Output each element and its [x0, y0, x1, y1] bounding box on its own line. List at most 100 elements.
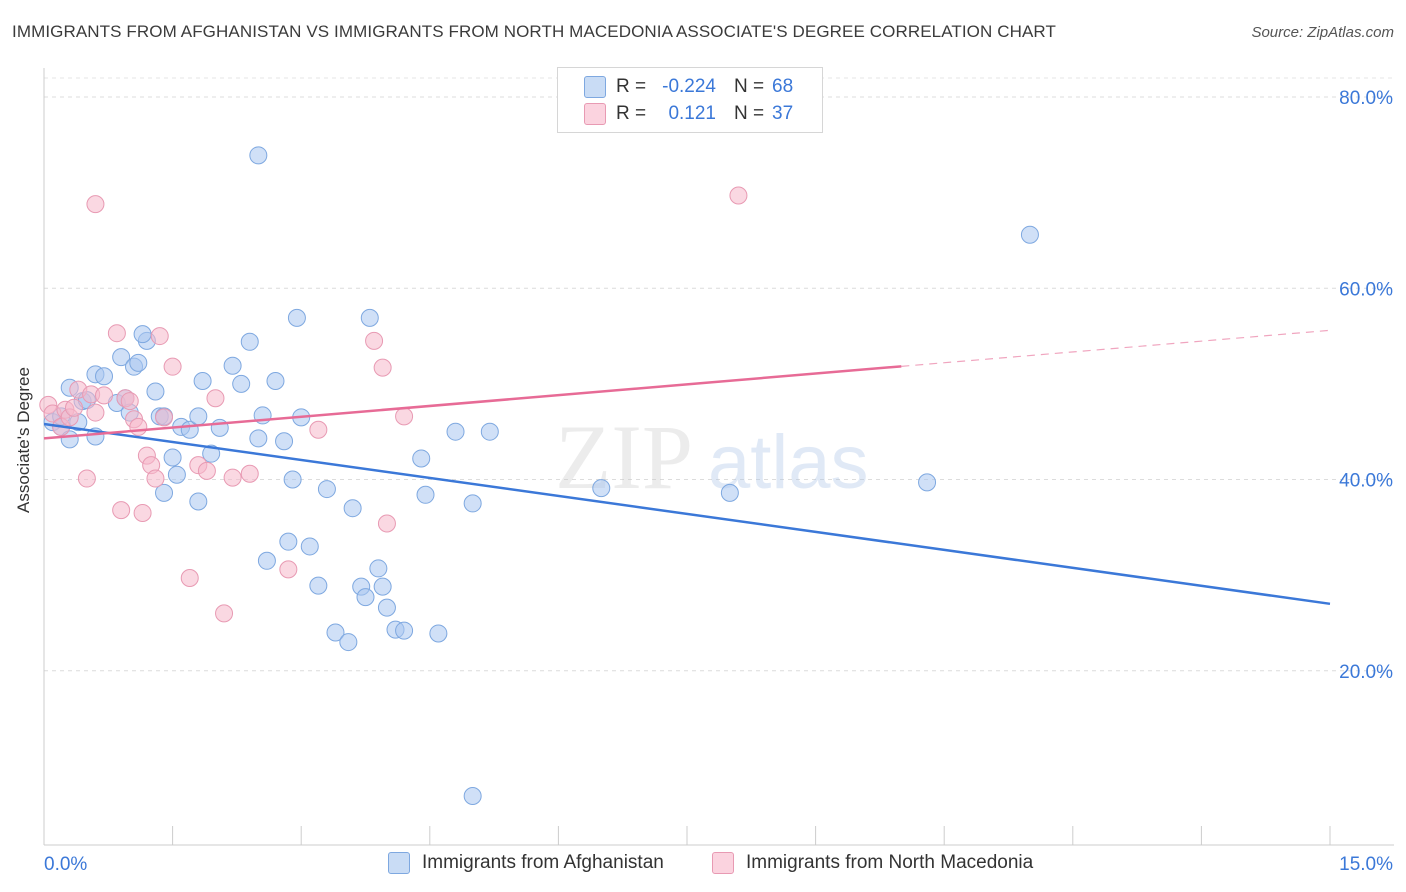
point-afghanistan	[480, 422, 499, 441]
point-afghanistan	[249, 146, 268, 165]
trend-line-north-macedonia-dashed	[901, 329, 1331, 367]
point-afghanistan	[395, 621, 414, 640]
watermark: ZIP atlas	[555, 406, 869, 508]
series-swatch-blue	[388, 852, 410, 874]
y-tick-label: 80.0%	[1339, 88, 1393, 109]
point-afghanistan	[317, 480, 336, 499]
grid-lines	[44, 77, 1394, 672]
point-north-macedonia	[120, 392, 139, 411]
point-afghanistan	[446, 422, 465, 441]
point-afghanistan	[377, 598, 396, 617]
point-afghanistan	[360, 308, 379, 327]
point-afghanistan	[257, 551, 276, 570]
point-north-macedonia	[180, 568, 199, 587]
point-afghanistan	[720, 483, 739, 502]
point-afghanistan	[202, 444, 221, 463]
point-north-macedonia	[163, 357, 182, 376]
point-afghanistan	[167, 465, 186, 484]
point-afghanistan	[416, 485, 435, 504]
legend-swatch-blue	[584, 76, 606, 98]
point-north-macedonia	[77, 469, 96, 488]
point-afghanistan	[463, 787, 482, 806]
point-afghanistan	[369, 559, 388, 578]
point-north-macedonia	[215, 604, 234, 623]
point-north-macedonia	[240, 464, 259, 483]
y-tick-label: 20.0%	[1339, 662, 1393, 683]
point-north-macedonia	[365, 331, 384, 350]
point-afghanistan	[918, 473, 937, 492]
point-north-macedonia	[107, 324, 126, 343]
point-north-macedonia	[206, 389, 225, 408]
trend-lines	[43, 329, 1331, 606]
legend-row-north-macedonia: R = 0.121 N = 37	[558, 102, 822, 126]
point-afghanistan	[275, 432, 294, 451]
point-north-macedonia	[86, 195, 105, 214]
point-afghanistan	[343, 499, 362, 518]
y-axis-label-wrap: Associate's Degree	[14, 367, 34, 513]
legend-n-label: N =	[734, 103, 765, 124]
point-afghanistan	[1020, 225, 1039, 244]
tick-labels: 20.0% 40.0% 60.0% 80.0% 0.0% 15.0%	[44, 88, 1393, 875]
point-afghanistan	[373, 577, 392, 596]
point-afghanistan	[232, 374, 251, 393]
correlation-legend: R = -0.224 N = 68 R = 0.121 N = 37	[557, 67, 823, 133]
point-afghanistan	[266, 372, 285, 391]
point-north-macedonia	[309, 420, 328, 439]
y-tick-label: 60.0%	[1339, 279, 1393, 300]
chart-title: IMMIGRANTS FROM AFGHANISTAN VS IMMIGRANT…	[12, 22, 1056, 41]
point-afghanistan	[193, 372, 212, 391]
point-north-macedonia	[95, 386, 114, 405]
legend-r-value: 0.121	[668, 103, 716, 124]
point-afghanistan	[339, 633, 358, 652]
point-north-macedonia	[133, 503, 152, 522]
legend-n-label: N =	[734, 76, 765, 97]
x-tick-label: 0.0%	[44, 854, 87, 875]
series-swatch-pink	[712, 852, 734, 874]
point-north-macedonia	[86, 403, 105, 422]
point-afghanistan	[133, 325, 152, 344]
point-afghanistan	[326, 623, 345, 642]
point-north-macedonia	[373, 358, 392, 377]
point-north-macedonia	[112, 501, 131, 520]
series-name-north-macedonia: Immigrants from North Macedonia	[746, 852, 1034, 873]
point-north-macedonia	[65, 398, 84, 417]
point-north-macedonia	[129, 417, 148, 436]
point-afghanistan	[463, 494, 482, 513]
point-north-macedonia	[197, 461, 216, 480]
point-north-macedonia	[395, 407, 414, 426]
trend-line-north-macedonia	[43, 365, 902, 440]
point-afghanistan	[356, 588, 375, 607]
point-north-macedonia	[223, 468, 242, 487]
legend-r-label: R =	[616, 103, 647, 124]
y-tick-label: 40.0%	[1339, 471, 1393, 492]
point-north-macedonia	[377, 514, 396, 533]
legend-swatch-pink	[584, 103, 606, 125]
point-afghanistan	[95, 367, 114, 386]
point-afghanistan	[592, 479, 611, 498]
legend-r-value: -0.224	[662, 76, 716, 97]
point-north-macedonia	[146, 469, 165, 488]
trend-line-afghanistan	[43, 422, 1331, 606]
data-points	[39, 146, 1039, 806]
series-legend-afghanistan: Immigrants from Afghanistan	[388, 852, 664, 874]
point-afghanistan	[429, 624, 448, 643]
legend-n-value: 37	[772, 103, 794, 124]
point-afghanistan	[223, 356, 242, 375]
point-north-macedonia	[150, 327, 169, 346]
point-afghanistan	[240, 332, 259, 351]
point-afghanistan	[155, 483, 174, 502]
axes	[43, 68, 1394, 846]
point-afghanistan	[249, 429, 268, 448]
point-afghanistan	[287, 308, 306, 327]
point-north-macedonia	[279, 560, 298, 579]
point-afghanistan	[189, 407, 208, 426]
legend-row-afghanistan: R = -0.224 N = 68	[558, 75, 822, 99]
legend-r-label: R =	[616, 76, 647, 97]
series-name-afghanistan: Immigrants from Afghanistan	[422, 852, 664, 873]
point-afghanistan	[309, 576, 328, 595]
watermark-zip: ZIP	[555, 406, 693, 508]
series-legend-north-macedonia: Immigrants from North Macedonia	[712, 852, 1033, 874]
point-afghanistan	[283, 470, 302, 489]
point-afghanistan	[129, 353, 148, 372]
